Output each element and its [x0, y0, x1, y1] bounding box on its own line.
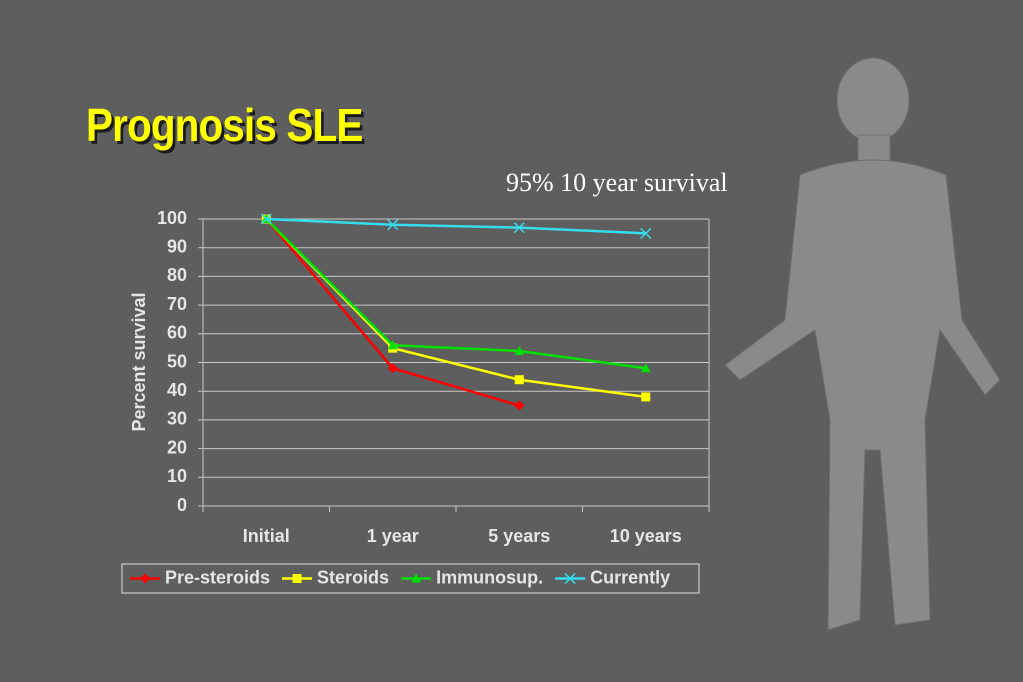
y-tick-label: 20: [167, 437, 187, 457]
series-line: [265, 218, 646, 370]
legend-label: Immunosup.: [436, 567, 543, 587]
y-tick-label: 40: [167, 380, 187, 400]
legend-item: Pre-steroids: [130, 567, 270, 587]
y-tick-label: 80: [167, 265, 187, 285]
marker: [513, 222, 525, 234]
marker: [564, 572, 576, 585]
marker: [387, 340, 398, 350]
legend-item: Immunosup.: [401, 567, 543, 587]
x-tick-label: 5 years: [488, 526, 550, 546]
y-tick-label: 0: [177, 495, 187, 515]
y-tick-label: 60: [167, 323, 187, 343]
x-tick-label: 1 year: [367, 526, 419, 546]
legend-label: Currently: [590, 567, 670, 587]
x-tick-label: Initial: [243, 526, 290, 546]
legend-label: Pre-steroids: [165, 567, 270, 587]
y-tick-label: 90: [167, 236, 187, 256]
y-axis-label: Percent survival: [129, 292, 149, 431]
marker: [640, 227, 652, 239]
x-tick-label: 10 years: [610, 526, 682, 546]
series-line: [265, 218, 520, 407]
figure: [724, 57, 1001, 631]
y-tick-label: 50: [167, 351, 187, 371]
legend-item: Currently: [555, 567, 670, 587]
legend-box: [121, 563, 700, 594]
series-line: [266, 217, 646, 235]
marker: [641, 392, 651, 402]
marker: [140, 573, 150, 584]
marker: [387, 219, 399, 231]
legend-item: Steroids: [282, 567, 389, 587]
legend-label: Steroids: [317, 567, 389, 587]
y-tick-label: 30: [167, 409, 187, 429]
y-tick-label: 70: [167, 294, 187, 314]
marker: [260, 213, 272, 225]
marker: [292, 574, 302, 583]
marker: [514, 400, 525, 411]
marker: [514, 346, 525, 356]
y-tick-label: 10: [167, 466, 187, 486]
chart-title: Prognosis SLE: [86, 99, 363, 151]
marker: [640, 363, 651, 373]
marker: [387, 363, 398, 374]
marker: [411, 573, 422, 583]
marker: [514, 375, 524, 385]
chart-subtitle: 95% 10 year survival: [506, 168, 728, 197]
series-line: [265, 218, 646, 399]
y-tick-label: 100: [157, 208, 187, 228]
